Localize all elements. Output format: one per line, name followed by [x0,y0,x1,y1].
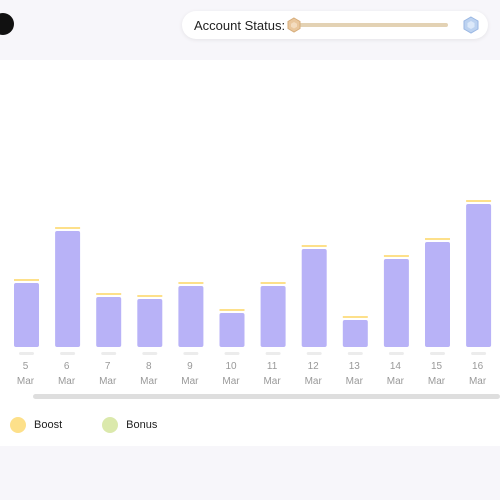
bar-placeholder-6 [60,352,76,355]
bar-boost-8 [137,295,163,297]
chart-legend: Boost Bonus [10,417,157,433]
bar-9[interactable] [178,286,204,347]
x-label-day-6: 6 [64,361,70,372]
bar-placeholder-15 [430,352,445,355]
bar-10[interactable] [219,313,245,347]
x-label-day-15: 15 [431,361,443,372]
x-label-month-8: Mar [140,376,158,387]
x-label-day-10: 10 [225,361,237,372]
bar-boost-13 [342,316,368,318]
bar-16[interactable] [466,204,492,347]
legend-item-boost[interactable]: Boost [10,417,62,433]
bar-placeholder-7 [101,352,117,355]
x-label-day-12: 12 [308,361,320,372]
bar-placeholder-14 [388,352,404,355]
x-label-month-15: Mar [428,376,446,387]
bar-boost-10 [219,309,245,311]
top-bar: Account Status: [0,0,500,60]
bar-5[interactable] [14,283,39,347]
x-label-month-7: Mar [99,376,117,387]
bar-boost-11 [260,282,286,284]
account-status-card: Account Status: [182,11,488,39]
bar-boost-5 [14,279,39,281]
x-label-day-9: 9 [187,361,193,372]
x-label-day-13: 13 [349,361,361,372]
bar-boost-16 [466,200,492,202]
bar-11[interactable] [260,286,286,347]
bar-placeholder-5 [19,352,34,355]
legend-dot-bonus [102,417,119,433]
chart-panel: 5 Mar 6 Mar 7 Mar 8 Mar 9 Mar 10 Mar 11 Mar 12 Mar 13 Mar… [0,60,500,446]
account-status-label: Account Status: [194,18,286,33]
legend-dot-boost [10,417,26,433]
bar-7[interactable] [96,297,122,347]
bar-6[interactable] [55,231,81,347]
bar-placeholder-8 [142,352,158,355]
bar-placeholder-12 [306,352,322,355]
x-label-day-14: 14 [390,361,402,372]
bar-boost-12 [301,245,327,247]
bar-13[interactable] [342,320,368,347]
x-label-month-11: Mar [263,376,281,387]
x-label-day-8: 8 [146,361,152,372]
bar-boost-7 [96,293,122,295]
bar-placeholder-16 [471,352,487,355]
legend-label-boost: Boost [34,419,63,431]
legend-label-bonus: Bonus [126,419,158,431]
x-label-month-10: Mar [222,376,240,387]
bar-14[interactable] [383,259,409,347]
x-label-day-16: 16 [472,361,484,372]
bar-12[interactable] [301,249,327,347]
bar-boost-14 [383,255,409,257]
x-label-month-6: Mar [58,376,76,387]
bar-placeholder-10 [224,352,240,355]
bar-15[interactable] [425,242,450,347]
bar-boost-9 [178,282,204,284]
bar-placeholder-9 [183,352,199,355]
x-label-month-13: Mar [346,376,364,387]
bar-placeholder-13 [347,352,363,355]
bar-8[interactable] [137,299,163,347]
x-label-month-5: Mar [17,376,35,387]
x-label-month-14: Mar [387,376,405,387]
bar-boost-15 [425,238,450,240]
bronze-hexagon-icon[interactable] [286,17,302,33]
x-label-day-7: 7 [105,361,111,372]
x-label-month-9: Mar [181,376,199,387]
x-label-day-5: 5 [23,361,29,372]
menu-button[interactable] [0,13,14,35]
bar-chart: 5 Mar 6 Mar 7 Mar 8 Mar 9 Mar 10 Mar 11 Mar 12 Mar 13 Mar… [14,200,492,387]
account-status-slider-track[interactable] [292,23,448,27]
legend-item-bonus[interactable]: Bonus [102,417,157,433]
x-label-month-12: Mar [305,376,323,387]
bar-boost-6 [55,227,81,229]
x-label-month-16: Mar [469,376,487,387]
x-label-day-11: 11 [267,361,278,372]
chart-scrollbar[interactable] [33,394,500,399]
diamond-hexagon-icon [463,16,479,34]
bar-placeholder-11 [265,352,281,355]
